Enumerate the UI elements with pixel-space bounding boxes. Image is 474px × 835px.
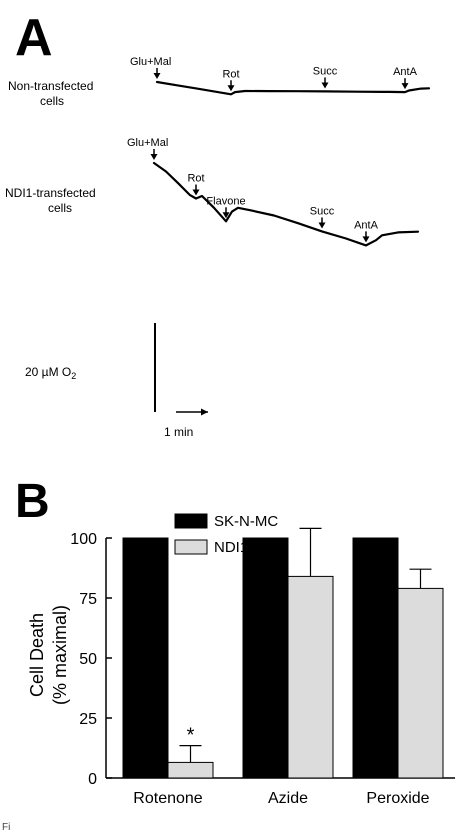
bar-peroxide-sk-n-mc <box>352 537 399 779</box>
y-tick-label-75: 75 <box>79 591 97 608</box>
addition-label-anta-1: AntA <box>393 66 418 78</box>
trace-layer <box>152 80 431 247</box>
trace-1-label-line-2: cells <box>40 94 64 108</box>
y-tick-label-0: 0 <box>88 771 97 788</box>
x-tick-label-azide: Azide <box>268 790 308 807</box>
bar-azide-ndi1 <box>287 575 334 779</box>
addition-label-anta-2: AntA <box>354 219 379 231</box>
significance-asterisk: * <box>187 725 195 747</box>
addition-label-succ-1: Succ <box>313 65 338 77</box>
addition-label-flavone-2: Flavone <box>206 195 245 207</box>
trace-2-line <box>152 161 420 247</box>
trace-2-label-line-1: NDI1-transfected <box>5 186 96 200</box>
addition-label-glu-mal-2: Glu+Mal <box>127 137 168 149</box>
legend-label-ndi1: NDI1 <box>214 539 248 556</box>
addition-arrowhead-anta-2 <box>362 236 370 243</box>
y-axis-title-line-2: (% maximal) <box>50 605 70 705</box>
addition-label-rot-2: Rot <box>187 173 204 185</box>
addition-label-succ-2: Succ <box>310 205 335 217</box>
addition-arrowhead-glu-mal-1 <box>153 73 161 79</box>
y-axis-title-line-1: Cell Death <box>27 613 47 697</box>
legend-swatch-sk-n-mc <box>174 513 208 529</box>
bar-peroxide-ndi1 <box>397 587 444 779</box>
y-tick-label-100: 100 <box>70 531 97 548</box>
addition-arrowhead-rot-2 <box>192 189 200 196</box>
x-scale-bar-arrowhead <box>201 408 208 416</box>
legend-swatch-ndi1 <box>174 539 208 555</box>
trace-2-label-line-2: cells <box>48 201 72 215</box>
legend-label-sk-n-mc: SK-N-MC <box>214 513 278 530</box>
panel-b-letter: B <box>15 475 50 528</box>
bar-rotenone-sk-n-mc <box>122 537 169 779</box>
addition-arrowhead-anta-1 <box>401 83 409 90</box>
bar-azide-sk-n-mc <box>242 537 289 779</box>
trace-1-label-line-1: Non-transfected <box>8 79 93 93</box>
y-tick-label-25: 25 <box>79 711 97 728</box>
x-tick-label-peroxide: Peroxide <box>366 790 429 807</box>
bar-rotenone-ndi1 <box>167 761 214 779</box>
bar-chart: 0 25 50 75 100 Rotenone Azide Peroxide * <box>70 527 455 807</box>
x-scale-bar-label: 1 min <box>164 425 193 439</box>
addition-arrowhead-glu-mal-2 <box>150 154 158 160</box>
addition-arrowhead-flavone-2 <box>222 212 230 219</box>
y-scale-bar-label: 20 µM O2 <box>25 365 76 381</box>
addition-arrowhead-rot-1 <box>227 85 235 92</box>
x-tick-label-rotenone: Rotenone <box>133 790 202 807</box>
trace-1-line <box>155 80 431 96</box>
addition-label-glu-mal-1: Glu+Mal <box>130 56 171 68</box>
addition-arrowhead-succ-2 <box>318 222 326 229</box>
y-tick-label-50: 50 <box>79 651 97 668</box>
panel-a-letter: A <box>15 9 53 67</box>
legend: SK-N-MC NDI1 <box>174 513 278 556</box>
addition-label-rot-1: Rot <box>222 68 239 80</box>
addition-arrowhead-succ-1 <box>321 82 329 89</box>
figure-caption: Fi <box>2 822 11 833</box>
